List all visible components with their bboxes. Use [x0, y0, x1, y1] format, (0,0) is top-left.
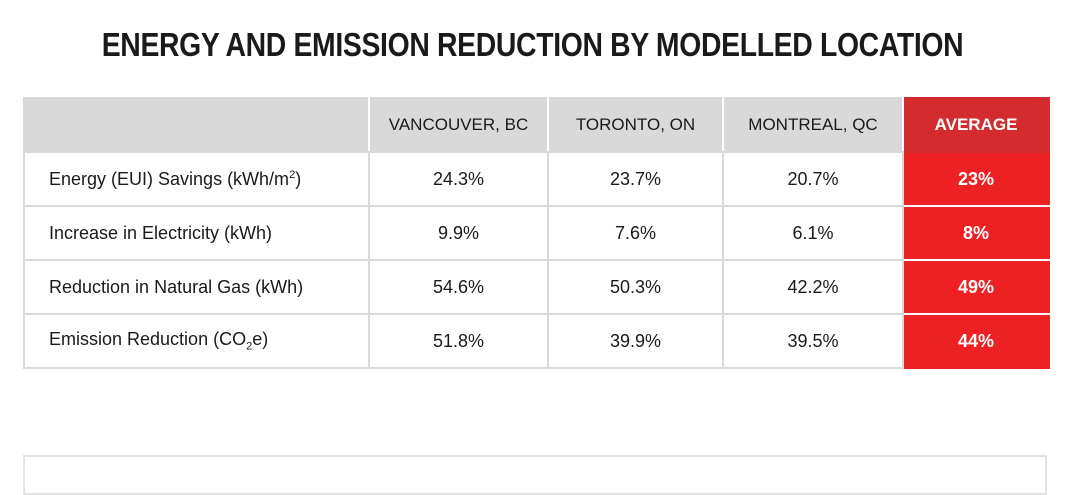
next-section-box: [23, 455, 1047, 495]
table-header-row: VANCOUVER, BC TORONTO, ON MONTREAL, QC A…: [23, 97, 1050, 153]
value-vancouver: 54.6%: [368, 259, 549, 315]
value-toronto: 39.9%: [547, 313, 724, 369]
value-montreal: 6.1%: [722, 205, 904, 261]
metric-subscript: 2: [246, 340, 253, 353]
metric-label: Emission Reduction (CO2e): [23, 313, 370, 369]
value-toronto: 23.7%: [547, 151, 724, 207]
page-title: ENERGY AND EMISSION REDUCTION BY MODELLE…: [101, 26, 964, 63]
value-average: 23%: [902, 151, 1050, 207]
value-montreal: 39.5%: [722, 313, 904, 369]
value-average: 44%: [902, 313, 1050, 369]
value-vancouver: 9.9%: [368, 205, 549, 261]
metric-label: Energy (EUI) Savings (kWh/m2): [23, 151, 370, 207]
table-row: Energy (EUI) Savings (kWh/m2) 24.3% 23.7…: [23, 151, 1050, 207]
metric-superscript: 2: [289, 168, 296, 181]
metric-label: Reduction in Natural Gas (kWh): [23, 259, 370, 315]
metric-text: Energy (EUI) Savings (kWh/m: [49, 168, 290, 189]
value-average: 49%: [902, 259, 1050, 315]
header-average: AVERAGE: [902, 97, 1050, 153]
reduction-table-container: VANCOUVER, BC TORONTO, ON MONTREAL, QC A…: [23, 97, 1050, 369]
value-vancouver: 24.3%: [368, 151, 549, 207]
value-average: 8%: [902, 205, 1050, 261]
table-row: Emission Reduction (CO2e) 51.8% 39.9% 39…: [23, 313, 1050, 369]
metric-label: Increase in Electricity (kWh): [23, 205, 370, 261]
header-metric: [23, 97, 370, 153]
metric-suffix: e): [252, 329, 269, 350]
header-toronto: TORONTO, ON: [547, 97, 724, 153]
reduction-table: VANCOUVER, BC TORONTO, ON MONTREAL, QC A…: [23, 97, 1050, 369]
value-vancouver: 51.8%: [368, 313, 549, 369]
metric-suffix: ): [295, 168, 302, 189]
header-vancouver: VANCOUVER, BC: [368, 97, 549, 153]
table-row: Increase in Electricity (kWh) 9.9% 7.6% …: [23, 205, 1050, 261]
value-toronto: 50.3%: [547, 259, 724, 315]
table-row: Reduction in Natural Gas (kWh) 54.6% 50.…: [23, 259, 1050, 315]
metric-text: Emission Reduction (CO: [49, 329, 247, 350]
header-montreal: MONTREAL, QC: [722, 97, 904, 153]
value-toronto: 7.6%: [547, 205, 724, 261]
value-montreal: 20.7%: [722, 151, 904, 207]
value-montreal: 42.2%: [722, 259, 904, 315]
